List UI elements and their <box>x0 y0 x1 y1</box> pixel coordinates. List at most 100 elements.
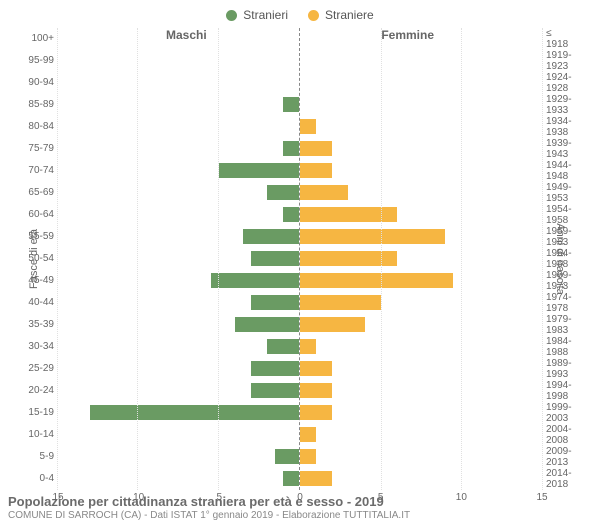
bar-row-male <box>58 468 299 490</box>
legend-swatch <box>308 10 319 21</box>
y-tick-age: 85-89 <box>24 94 58 116</box>
y-tick-age: 15-19 <box>24 402 58 424</box>
x-tick: 15 <box>52 492 63 503</box>
gridline <box>542 28 543 490</box>
y-tick-birth: 1944-1948 <box>542 160 576 182</box>
y-tick-birth: 2009-2013 <box>542 446 576 468</box>
y-tick-birth: 1934-1938 <box>542 116 576 138</box>
plot-area <box>58 28 542 490</box>
bar-female <box>300 427 316 443</box>
bar-male <box>251 361 299 377</box>
bar-male <box>235 317 299 333</box>
bar-row-male <box>58 204 299 226</box>
gridline <box>218 28 219 490</box>
bar-female <box>300 339 316 355</box>
bar-row-male <box>58 226 299 248</box>
y-tick-age: 20-24 <box>24 380 58 402</box>
x-tick: 5 <box>217 492 223 503</box>
bar-female <box>300 405 332 421</box>
bar-row-male <box>58 160 299 182</box>
bar-row-male <box>58 94 299 116</box>
gridline <box>461 28 462 490</box>
y-tick-birth: 1939-1943 <box>542 138 576 160</box>
bar-female <box>300 317 365 333</box>
y-tick-age: 75-79 <box>24 138 58 160</box>
bar-female <box>300 229 445 245</box>
bar-female <box>300 185 348 201</box>
y-ticks-birth: ≤ 19181919-19231924-19281929-19331934-19… <box>542 28 594 490</box>
x-tick: 15 <box>536 492 547 503</box>
chart-area: Fasce di età Anni di nascita 100+95-9990… <box>6 28 594 490</box>
bar-male <box>243 229 299 245</box>
bar-male <box>211 273 299 289</box>
pyramid-chart: StranieriStraniere Maschi Femmine Fasce … <box>0 0 600 500</box>
bar-male <box>283 97 299 113</box>
legend-item: Straniere <box>308 8 374 22</box>
bar-female <box>300 295 381 311</box>
bar-male <box>251 251 299 267</box>
bar-male <box>219 163 299 179</box>
y-tick-birth: 1924-1928 <box>542 72 576 94</box>
bar-male <box>283 141 299 157</box>
y-axis-label-right: Anni di nascita <box>554 223 566 295</box>
y-tick-birth: 1989-1993 <box>542 358 576 380</box>
bar-row-male <box>58 270 299 292</box>
gridline <box>137 28 138 490</box>
bar-row-female <box>300 402 542 424</box>
bar-male <box>90 405 299 421</box>
y-tick-birth: 1994-1998 <box>542 380 576 402</box>
y-tick-age: 90-94 <box>24 72 58 94</box>
legend-swatch <box>226 10 237 21</box>
y-tick-age: 70-74 <box>24 160 58 182</box>
bar-row-male <box>58 28 299 50</box>
bar-row-female <box>300 116 542 138</box>
legend-label: Stranieri <box>243 8 288 22</box>
bar-female <box>300 251 397 267</box>
gridline <box>381 28 382 490</box>
bars-male <box>58 28 300 490</box>
x-tick: 5 <box>378 492 384 503</box>
bar-male <box>267 185 299 201</box>
bar-female <box>300 141 332 157</box>
bar-row-female <box>300 226 542 248</box>
bar-row-male <box>58 358 299 380</box>
y-tick-birth: 2014-2018 <box>542 468 576 490</box>
bar-female <box>300 383 332 399</box>
x-tick: 0 <box>297 492 303 503</box>
y-tick-birth: 2004-2008 <box>542 424 576 446</box>
y-axis-label-left: Fasce di età <box>28 229 40 289</box>
bar-row-female <box>300 314 542 336</box>
y-tick-age: 0-4 <box>24 468 58 490</box>
bar-row-male <box>58 248 299 270</box>
y-tick-age: 40-44 <box>24 292 58 314</box>
y-tick-age: 35-39 <box>24 314 58 336</box>
bar-row-female <box>300 424 542 446</box>
bar-male <box>283 207 299 223</box>
y-tick-age: 100+ <box>24 28 58 50</box>
y-tick-age: 25-29 <box>24 358 58 380</box>
bar-row-female <box>300 292 542 314</box>
bar-row-female <box>300 204 542 226</box>
bar-row-male <box>58 182 299 204</box>
bar-female <box>300 273 453 289</box>
bar-row-male <box>58 314 299 336</box>
bar-row-female <box>300 336 542 358</box>
bar-male <box>275 449 299 465</box>
bar-female <box>300 163 332 179</box>
y-tick-age: 80-84 <box>24 116 58 138</box>
bar-row-male <box>58 402 299 424</box>
bar-row-female <box>300 160 542 182</box>
bar-row-male <box>58 446 299 468</box>
y-tick-age: 5-9 <box>24 446 58 468</box>
y-tick-age: 10-14 <box>24 424 58 446</box>
bar-row-male <box>58 424 299 446</box>
bar-male <box>283 471 299 487</box>
y-tick-birth: 1949-1953 <box>542 182 576 204</box>
y-tick-age: 95-99 <box>24 50 58 72</box>
bar-female <box>300 119 316 135</box>
bar-row-male <box>58 50 299 72</box>
bar-row-female <box>300 248 542 270</box>
legend: Stranieri Straniere <box>6 8 594 24</box>
bar-row-male <box>58 336 299 358</box>
y-tick-birth: 1919-1923 <box>542 50 576 72</box>
